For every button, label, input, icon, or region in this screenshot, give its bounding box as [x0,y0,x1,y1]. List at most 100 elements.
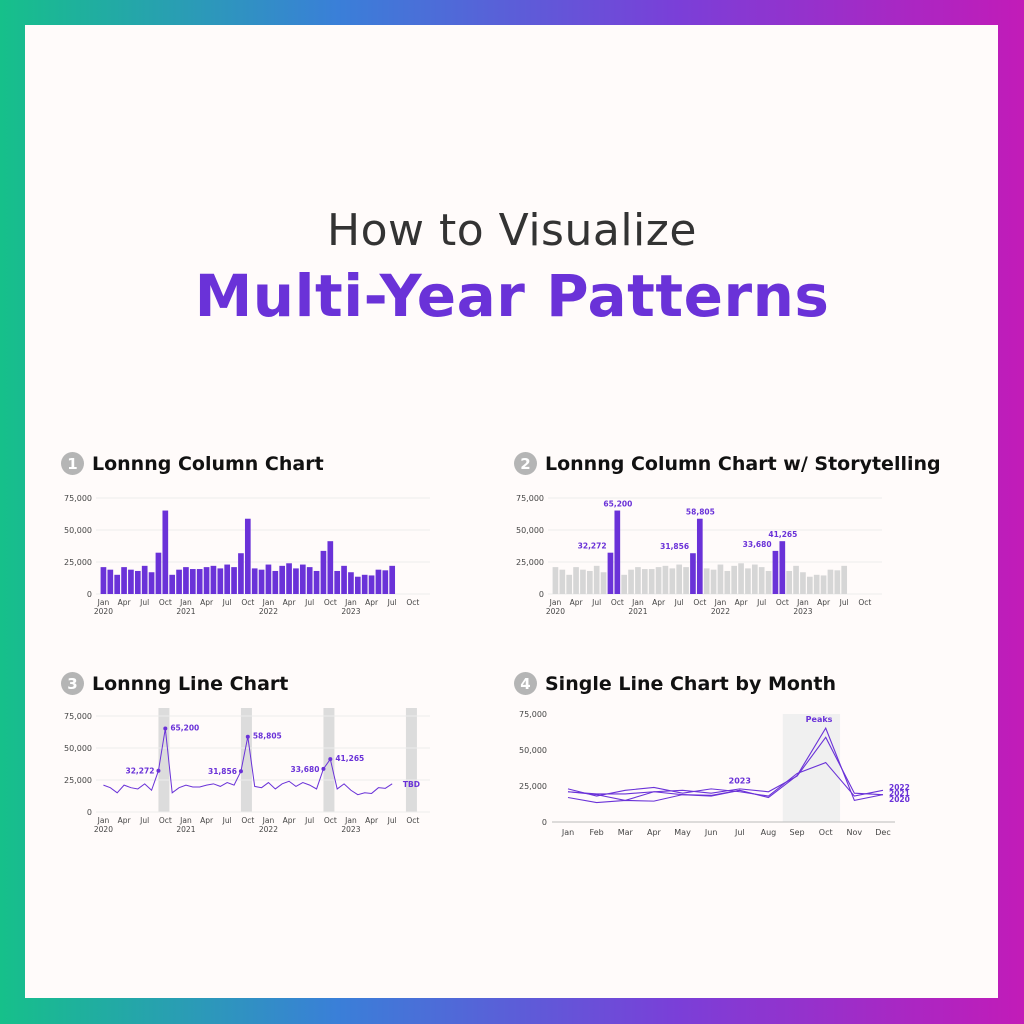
y-tick-label: 25,000 [516,558,544,567]
series-label-2023: 2023 [729,776,751,785]
bar [183,567,189,594]
bar [635,567,641,594]
x-tick-label: Aug [761,828,777,837]
bar [134,570,141,594]
x-year-label: 2022 [259,607,278,616]
x-tick-label: Jan [631,598,644,607]
bar [279,565,286,594]
bar [717,564,724,594]
series-line-2022 [567,761,884,797]
panel-3-header: 3 Lonnng Line Chart [61,672,288,695]
x-tick-label: Jul [734,828,745,837]
bar [765,570,772,594]
bar [793,565,799,594]
x-tick-label: Oct [324,816,337,825]
y-tick-label: 75,000 [519,710,547,719]
bar [114,574,121,594]
bar [141,565,148,594]
y-tick-label: 75,000 [516,494,544,503]
bar [238,553,244,594]
x-tick-label: Jul [591,598,601,607]
panel-number-badge: 3 [61,672,84,695]
bar [683,567,689,594]
panel-4-header: 4 Single Line Chart by Month [514,672,836,695]
highlight-bar [607,552,614,594]
x-tick-label: Jul [222,816,232,825]
y-tick-label: 0 [539,590,544,599]
bar [559,569,566,594]
bar [327,541,334,594]
x-tick-label: Jul [387,816,397,825]
bar [162,510,169,594]
x-tick-label: Dec [875,828,890,837]
highlight-band [405,708,417,812]
bar [745,568,751,594]
x-tick-label: Jan [97,598,110,607]
bar [738,563,744,594]
x-tick-label: Jul [304,816,314,825]
bar [827,569,834,594]
bar [210,565,217,594]
x-year-label: 2022 [711,607,730,616]
x-tick-label: Jul [387,598,397,607]
bar [341,565,347,594]
x-tick-label: Oct [241,816,254,825]
column-chart: 75,000 50,000 25,000 0 Jan Apr Jul Oct Jan Apr Jul… [64,494,430,616]
panel-number-badge: 4 [514,672,537,695]
bar [100,567,107,594]
highlight-bar [614,510,621,594]
x-tick-label: Apr [735,598,749,607]
x-tick-label: Apr [283,816,297,825]
x-tick-label: Jan [179,816,192,825]
x-tick-label: Apr [200,816,214,825]
bar [320,550,327,594]
series-end-label: 2022 [889,783,910,792]
x-tick-label: Apr [283,598,297,607]
x-year-label: 2023 [341,607,360,616]
bar [334,570,341,594]
bar [806,576,813,594]
series-end-label: 2021 [889,789,910,798]
panel-number-badge: 2 [514,452,537,475]
storytelling-column-chart: 75,000 50,000 25,000 0 Jan Apr Jul Oct Jan Apr Jul… [516,494,882,616]
data-label: 65,200 [603,500,632,509]
annotated-point [163,726,168,731]
x-tick-label: Jul [139,598,149,607]
panel-number-badge: 1 [61,452,84,475]
x-tick-label: Oct [159,598,172,607]
long-line-chart: 75,000 50,000 25,000 0 Jan Apr Jul Oct Jan Apr Jul… [64,708,430,834]
data-label: 32,272 [125,767,154,776]
data-label: 31,856 [660,542,689,551]
x-tick-label: Jul [839,598,849,607]
x-tick-label: Apr [817,598,831,607]
bar [258,569,265,594]
y-tick-label: 50,000 [516,526,544,535]
x-tick-label: Oct [324,598,337,607]
x-tick-label: Oct [776,598,789,607]
bar [121,567,127,594]
x-tick-label: Jun [704,828,718,837]
x-year-label: 2022 [259,825,278,834]
page-title-line1: How to Visualize [327,205,697,256]
bar [641,569,648,594]
bar [368,575,375,594]
x-tick-label: Jul [674,598,684,607]
page-title-line2: Multi-Year Patterns [194,262,830,330]
x-tick-label: Jan [714,598,727,607]
y-tick-label: 25,000 [64,558,92,567]
bar [128,569,134,594]
highlight-bar [690,553,696,594]
x-tick-label: Jan [344,816,357,825]
data-label: 65,200 [170,724,199,733]
data-label: 32,272 [578,542,607,551]
bar [676,564,683,594]
x-year-label: 2021 [176,607,195,616]
y-tick-label: 50,000 [64,526,92,535]
x-tick-label: Oct [819,828,833,837]
bar [251,568,258,594]
bar [155,552,162,594]
bar [593,565,600,594]
x-tick-label: Apr [365,816,379,825]
y-tick-label: 0 [87,808,92,817]
bar [176,569,182,594]
